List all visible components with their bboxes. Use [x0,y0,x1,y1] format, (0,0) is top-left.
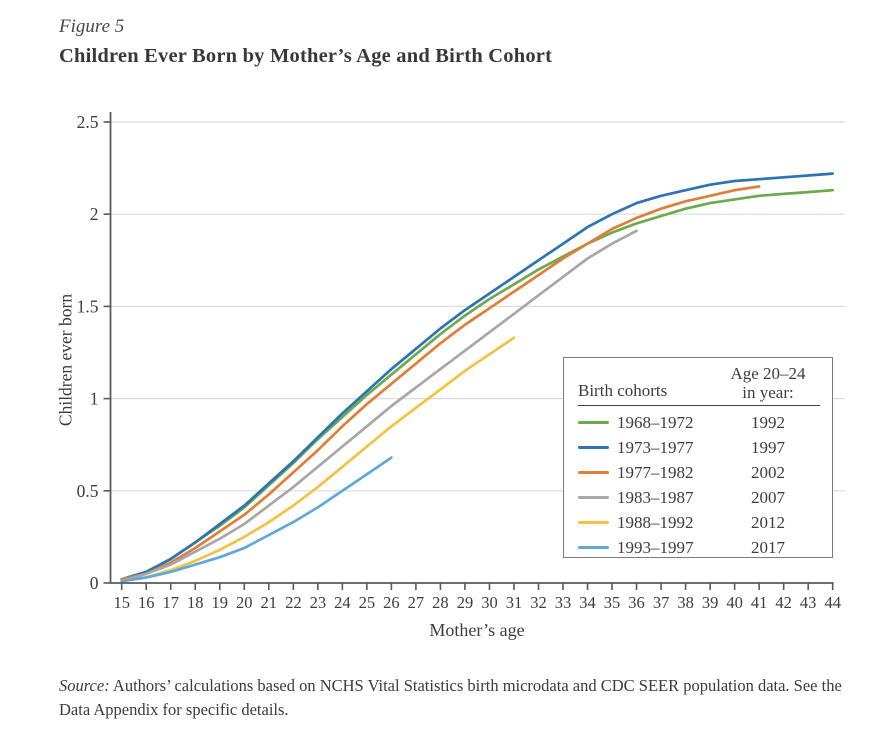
x-tick-label: 29 [457,593,474,612]
x-tick-label: 20 [236,593,253,612]
x-tick-label: 23 [310,593,327,612]
legend-header-cohorts: Birth cohorts [578,381,668,401]
x-tick-label: 26 [383,593,400,612]
source-note: Source: Authors’ calculations based on N… [59,674,857,722]
legend-swatch-1973-1977 [578,446,609,450]
x-tick-label: 36 [628,593,645,612]
y-tick-label: 1.5 [77,296,99,316]
x-tick-label: 40 [726,593,743,612]
legend-swatch-1993-1997 [578,546,609,550]
legend-header: Birth cohorts Age 20–24 in year: [578,364,820,402]
x-tick-label: 33 [555,593,572,612]
legend-header-year-line1: Age 20–24 [730,364,806,383]
series-line-1973–1977 [120,172,835,581]
y-axis-title: Children ever born [55,293,76,427]
x-tick-label: 32 [530,593,547,612]
legend-year-value: 2002 [751,462,785,482]
x-tick-label: 42 [775,593,792,612]
x-tick-label: 35 [604,593,621,612]
figure-title: Children Ever Born by Mother’s Age and B… [59,45,553,67]
legend-box: Birth cohorts Age 20–24 in year: 1968–19… [563,357,833,558]
legend-row: 1993–1997 2017 [578,535,820,560]
legend-year-value: 2007 [751,487,785,507]
legend-cohort-label: 1968–1972 [617,412,694,432]
x-tick-label: 16 [138,593,155,612]
legend-divider [578,405,820,407]
line-chart: 0 0.5 1 1.5 2 2.5 15 16 17 18 19 20 21 22 23 24 25 26 27 28… [77,112,845,612]
legend-swatch-1988-1992 [578,521,609,525]
x-tick-label: 17 [162,593,179,612]
x-tick-label: 22 [285,593,302,612]
series-line-1988–1992 [120,336,516,583]
x-tick-label: 43 [800,593,817,612]
x-tick-label: 24 [334,593,351,612]
legend-row: 1973–1977 1997 [578,435,820,460]
legend-cohort-label: 1988–1992 [617,512,694,532]
legend-cohort-label: 1983–1987 [617,487,694,507]
x-tick-label: 39 [702,593,719,612]
legend-year-value: 1997 [751,437,785,457]
legend-header-year: Age 20–24 in year: [716,364,820,402]
y-tick-label: 2.5 [77,112,99,132]
legend-row: 1988–1992 2012 [578,510,820,535]
y-tick-label: 2 [90,204,99,224]
x-axis-title: Mother’s age [429,620,525,640]
x-tick-label: 25 [359,593,376,612]
series-line-1993–1997 [120,456,393,583]
x-tick-label: 37 [653,593,670,612]
x-tick-label: 41 [751,593,768,612]
y-tick-label: 1 [90,389,99,409]
legend-cohort-label: 1973–1977 [617,437,694,457]
legend-swatch-1983-1987 [578,496,609,500]
x-tick-label: 30 [481,593,498,612]
legend-cohort-label: 1993–1997 [617,537,694,557]
y-tick-label: 0 [90,573,99,593]
legend-row: 1977–1982 2002 [578,460,820,485]
x-tick-label: 18 [187,593,204,612]
legend-row: 1968–1972 1992 [578,410,820,435]
chart-area: 0 0.5 1 1.5 2 2.5 15 16 17 18 19 20 21 22 23 24 25 26 27 28… [0,95,893,660]
legend-year-value: 2012 [751,512,785,532]
legend-cohort-label: 1977–1982 [617,462,694,482]
legend-row: 1983–1987 2007 [578,485,820,510]
legend-year-value: 1992 [751,412,785,432]
series-line-1968–1972 [120,188,835,581]
y-tick-label: 0.5 [77,481,99,501]
series-line-1977–1982 [120,185,761,581]
x-tick-label: 28 [432,593,449,612]
x-tick-label: 27 [408,593,425,612]
x-tick-label: 21 [261,593,278,612]
legend-swatch-1968-1972 [578,421,609,425]
x-tick-label: 19 [212,593,229,612]
source-label: Source: [59,676,110,695]
legend-year-value: 2017 [751,537,785,557]
x-tick-label: 34 [579,593,596,612]
figure-number: Figure 5 [59,16,125,37]
x-tick-label: 15 [113,593,130,612]
legend-header-year-line2: in year: [742,383,794,403]
series-line-1983–1987 [120,229,638,583]
x-tick-label: 38 [677,593,694,612]
legend-swatch-1977-1982 [578,471,609,475]
x-tick-label: 44 [824,593,841,612]
source-text: Authors’ calculations based on NCHS Vita… [59,676,842,719]
x-tick-label: 31 [506,593,523,612]
